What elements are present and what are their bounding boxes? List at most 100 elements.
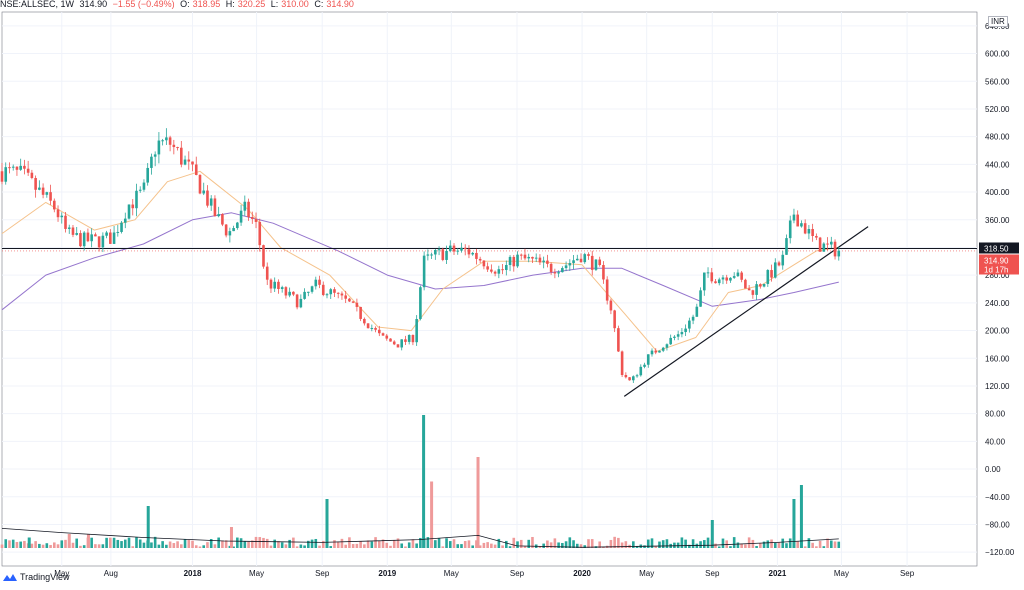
candle-body [8,167,11,169]
candle-body [676,334,680,337]
volume-bar [109,537,112,548]
open-value: 318.95 [192,0,221,9]
candle-body [389,338,392,342]
candle-body [830,241,833,245]
candle-body [243,201,247,211]
volume-bar [299,544,303,548]
candle-body [796,214,799,227]
volume-bar [646,539,650,548]
slow-moving-average-line [1,212,839,311]
x-tick-label: Sep [510,569,525,578]
candle-body [549,263,553,273]
candle-body [288,291,291,296]
candle-body [448,245,452,251]
volume-bar [52,542,56,548]
candle-body [766,270,770,284]
candle-body [262,245,265,267]
volume-bar [404,546,407,548]
volume-bar [781,538,785,548]
candle-body [785,238,788,255]
volume-bar [56,544,60,548]
volume-bar [94,544,97,548]
candle-body [818,237,822,252]
candle-body [310,286,314,292]
x-tick-label: Sep [315,569,330,578]
candle-body [669,337,672,345]
candle-body [67,227,71,229]
volume-bar [717,546,721,548]
candle-body [86,232,90,242]
candle-body [221,214,224,225]
volume-bar [224,540,228,548]
volume-bar [105,537,108,548]
fast-moving-average-line [1,170,839,352]
volume-bar [650,538,654,548]
volume-bar [505,540,508,548]
symbol-label[interactable]: NSE:ALLSEC, 1W [0,0,75,9]
volume-bar [490,543,493,548]
volume-bar [568,537,572,548]
volume-bar [699,541,702,548]
candle-body [613,310,616,329]
volume-bar [161,541,164,548]
volume-bar [706,537,710,548]
candle-body [79,233,82,247]
x-tick-label: May [54,569,69,578]
volume-bar [153,536,157,548]
candle-body [781,254,785,266]
volume-spike-bar [799,485,803,548]
volume-bar [116,539,120,548]
low-label: L: [270,0,279,9]
x-tick-label: May [834,569,849,578]
volume-bar [527,539,531,548]
volume-bar [157,544,161,548]
candle-body [542,260,545,263]
candle-body [430,254,433,256]
candle-body [191,161,194,165]
currency-badge[interactable]: INR [988,16,1008,27]
candle-body [445,250,448,260]
x-tick-label: Aug [104,569,118,578]
candle-body [112,232,116,244]
volume-bar [15,542,19,548]
volume-bar [762,541,766,548]
volume-bar [688,544,691,548]
volume-bar [445,538,448,548]
volume-bar [97,544,101,548]
candle-body [710,272,714,282]
candle-body [11,166,15,168]
candle-body [740,272,743,280]
candle-body [717,279,721,284]
volume-bar [463,541,467,548]
candle-body [348,298,351,302]
volume-spike-bar [710,520,714,548]
volume-bar [538,546,542,548]
candle-body [792,214,796,221]
candle-body [56,209,60,218]
candle-body [624,375,628,378]
volume-spike-bar [229,527,233,548]
candle-body [135,190,138,209]
candle-body [157,140,161,155]
candle-body [381,333,385,336]
candle-body [602,265,605,280]
candle-body [452,245,456,252]
candle-body [404,339,407,342]
candle-body [729,277,732,281]
candle-body [632,376,635,381]
candle-body [736,272,740,277]
volume-bar [661,540,665,548]
volume-bar [684,539,687,548]
candle-body [620,351,624,376]
candle-body [41,187,45,195]
candle-body [822,243,826,252]
candle-body [284,287,288,296]
volume-bar [49,544,52,548]
volume-bar [269,545,273,548]
candle-body [250,217,254,219]
volume-bar [415,543,418,548]
candle-body [490,269,493,272]
candle-body [105,232,108,236]
footer[interactable]: TradingView [3,572,70,582]
